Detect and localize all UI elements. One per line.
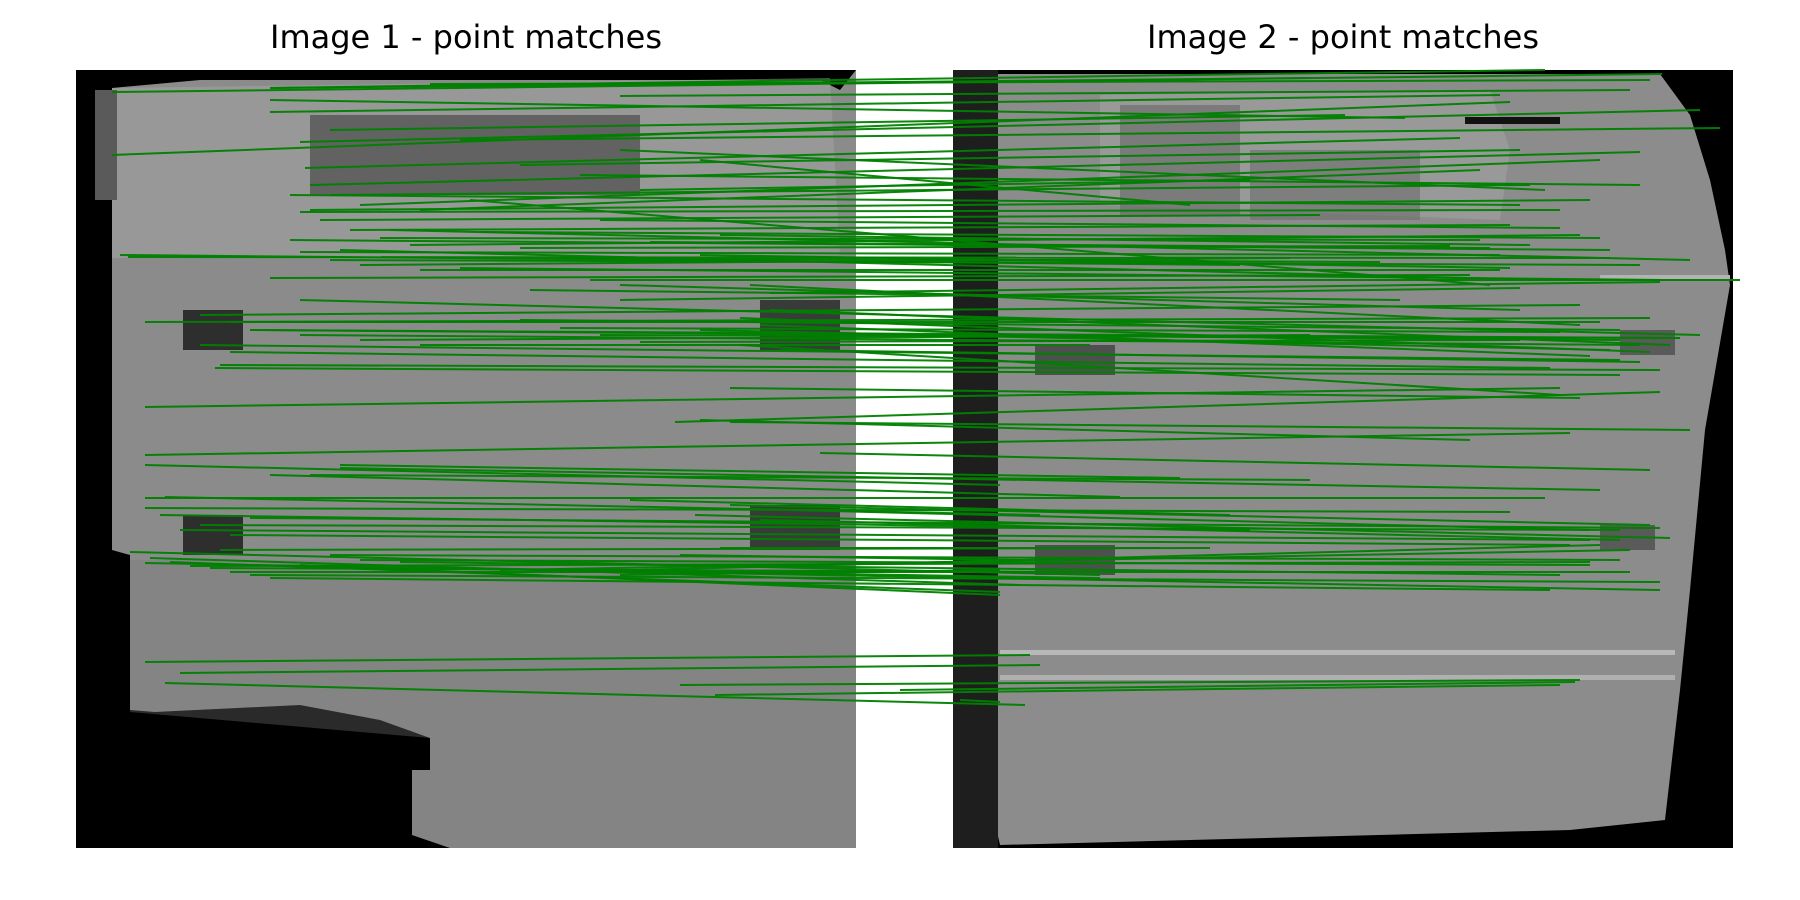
match-line <box>269 69 1546 89</box>
image1-left-edge <box>95 90 117 200</box>
match-line <box>619 89 1631 97</box>
image2-dark-slot <box>1465 117 1560 124</box>
match-line <box>559 544 1601 573</box>
image1-object <box>112 70 856 848</box>
match-line <box>199 524 1621 531</box>
match-line <box>619 149 1546 191</box>
match-line <box>179 529 1591 541</box>
match-line <box>299 564 1001 596</box>
match-line <box>479 231 1601 239</box>
match-line <box>111 101 1511 156</box>
match-line <box>309 199 1591 211</box>
match-line <box>119 254 1241 266</box>
match-line <box>819 452 1651 471</box>
image1-dark-hole-1 <box>183 310 243 350</box>
match-line <box>299 209 1561 213</box>
match-line <box>144 654 1031 663</box>
match-line <box>299 251 1501 256</box>
match-line <box>599 219 1561 229</box>
match-line <box>639 339 1521 343</box>
match-line <box>164 682 1026 706</box>
match-line <box>249 574 1661 583</box>
match-line <box>619 569 1001 576</box>
match-line <box>339 249 1551 281</box>
match-line <box>499 549 1631 571</box>
match-line <box>229 351 1551 369</box>
match-line <box>144 387 1561 408</box>
image1-title: Image 1 - point matches <box>270 18 662 56</box>
image1-panel <box>76 70 856 848</box>
match-line <box>769 281 1661 294</box>
match-line <box>739 344 1561 396</box>
match-line <box>269 474 1121 498</box>
image2-light-stripe-1 <box>1000 650 1675 655</box>
match-line <box>229 534 1571 546</box>
match-line <box>619 284 1521 311</box>
match-line <box>219 364 1661 371</box>
match-line <box>694 514 1671 539</box>
match-line <box>399 561 1561 576</box>
match-line <box>339 464 1181 479</box>
match-line <box>759 324 1591 357</box>
match-line <box>269 99 1406 119</box>
match-line <box>269 94 1501 113</box>
match-line <box>299 299 1701 336</box>
match-line <box>579 174 1641 186</box>
match-line <box>459 127 1721 141</box>
image2-light-stripe-3 <box>1600 275 1730 279</box>
match-line <box>179 664 1041 674</box>
match-line <box>289 194 1521 206</box>
match-line <box>269 577 1551 591</box>
match-line <box>779 349 1641 363</box>
image2-panel <box>953 70 1733 848</box>
match-line <box>679 679 1581 686</box>
match-line <box>214 367 1621 376</box>
match-line <box>299 109 1701 143</box>
match-line <box>749 284 1581 326</box>
match-lines <box>111 69 1740 706</box>
match-line <box>674 391 1661 423</box>
match-line <box>959 699 1001 703</box>
image2-dark-hole-1 <box>1035 345 1115 375</box>
match-line <box>729 421 1691 431</box>
match-line <box>249 329 1681 339</box>
match-line <box>309 474 1311 481</box>
match-line <box>419 169 1481 211</box>
match-line <box>699 419 1471 441</box>
match-line <box>629 499 1231 516</box>
match-line <box>699 159 1191 206</box>
match-line <box>329 554 1621 561</box>
match-line <box>144 562 1661 591</box>
image2-light-stripe-2 <box>1000 675 1675 680</box>
match-line <box>719 234 1531 246</box>
match-line <box>714 684 1561 696</box>
match-line <box>144 464 1001 486</box>
match-line <box>389 229 1691 261</box>
match-line <box>469 199 1491 286</box>
image2-title: Image 2 - point matches <box>1147 18 1539 56</box>
match-line <box>219 547 1211 551</box>
match-line <box>899 681 1576 691</box>
match-line <box>319 214 1321 221</box>
match-line <box>619 287 1521 301</box>
match-line <box>639 179 1251 191</box>
image1-lower-shade <box>130 560 856 848</box>
match-line <box>789 509 1591 531</box>
match-line <box>519 149 1521 166</box>
match-line <box>329 114 1346 131</box>
match-line <box>309 151 1641 186</box>
match-line <box>159 514 1251 531</box>
match-line <box>304 137 1461 169</box>
match-line <box>679 554 1021 561</box>
match-line <box>199 304 1581 316</box>
